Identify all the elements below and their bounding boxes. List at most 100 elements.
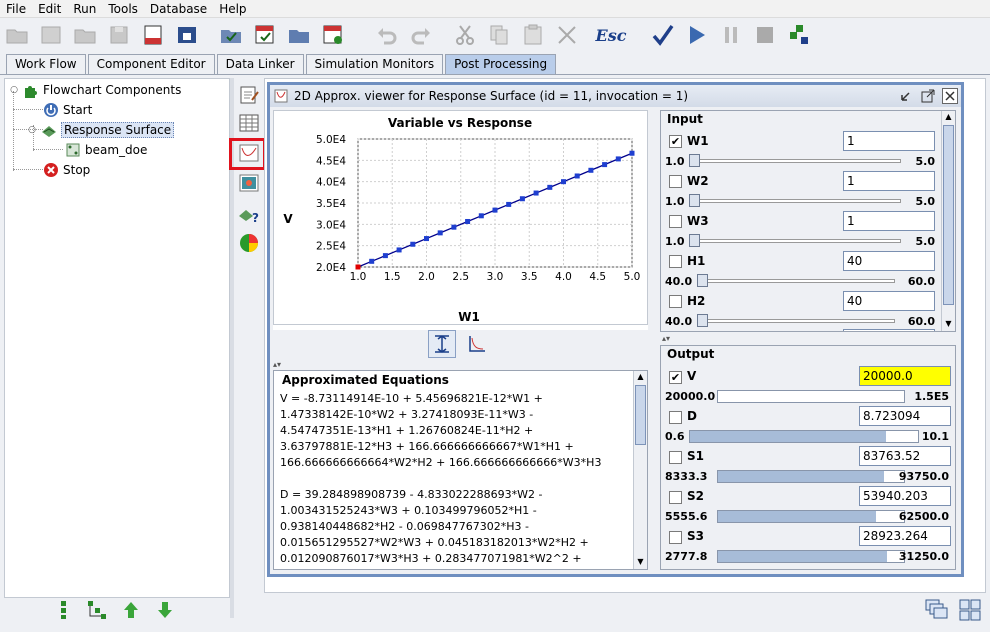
output-checkbox[interactable] bbox=[669, 411, 682, 424]
input-checkbox[interactable]: ✔ bbox=[669, 135, 682, 148]
tree-node-stop[interactable]: Stop bbox=[43, 161, 90, 179]
input-checkbox[interactable] bbox=[669, 255, 682, 268]
surface-plot-icon[interactable] bbox=[236, 170, 262, 196]
scroll-up-icon[interactable]: ▲ bbox=[637, 372, 644, 381]
expand-handle-icon[interactable]: ○ bbox=[28, 125, 36, 135]
equations-scroll-thumb[interactable] bbox=[635, 385, 646, 445]
move-down-icon[interactable] bbox=[154, 598, 176, 622]
move-up-icon[interactable] bbox=[120, 598, 142, 622]
input-slider-thumb[interactable] bbox=[689, 194, 700, 207]
undo-icon[interactable] bbox=[374, 22, 400, 48]
input-value-field[interactable]: 1 bbox=[843, 131, 935, 151]
input-slider-track[interactable] bbox=[691, 199, 901, 203]
scroll-down-icon[interactable]: ▼ bbox=[945, 319, 952, 328]
input-checkbox[interactable] bbox=[669, 215, 682, 228]
input-checkbox[interactable] bbox=[669, 175, 682, 188]
window-title-bar[interactable]: 2D Approx. viewer for Response Surface (… bbox=[270, 85, 961, 107]
splitter-handle[interactable] bbox=[230, 78, 234, 618]
cascade-windows-icon[interactable] bbox=[924, 598, 948, 622]
tree-node-response-surface[interactable]: ○ Response Surface bbox=[27, 121, 175, 139]
output-checkbox[interactable]: ✔ bbox=[669, 371, 682, 384]
tree-node-start[interactable]: Start bbox=[43, 101, 92, 119]
open-check-icon[interactable] bbox=[218, 22, 244, 48]
input-slider-thumb[interactable] bbox=[697, 274, 708, 287]
scroll-down-icon[interactable]: ▼ bbox=[637, 557, 644, 566]
tree-node-root[interactable]: ○ Flowchart Components bbox=[9, 81, 181, 99]
maximize-icon[interactable] bbox=[920, 88, 936, 104]
collapse-arrows-icon[interactable]: ▴▾ bbox=[662, 334, 671, 343]
pause-icon[interactable] bbox=[718, 22, 744, 48]
delete-icon[interactable] bbox=[554, 22, 580, 48]
input-slider-thumb[interactable] bbox=[697, 314, 708, 327]
input-slider-thumb[interactable] bbox=[689, 154, 700, 167]
print-icon[interactable] bbox=[140, 22, 166, 48]
close-icon[interactable] bbox=[942, 88, 958, 104]
input-value-field-partial[interactable] bbox=[843, 329, 935, 331]
input-slider-thumb[interactable] bbox=[689, 234, 700, 247]
input-value-field[interactable]: 40 bbox=[843, 291, 935, 311]
check-icon[interactable] bbox=[650, 22, 676, 48]
menu-edit[interactable]: Edit bbox=[38, 1, 62, 16]
output-checkbox[interactable] bbox=[669, 531, 682, 544]
stop-icon[interactable] bbox=[752, 22, 778, 48]
input-slider-track[interactable] bbox=[691, 239, 901, 243]
copy-icon[interactable] bbox=[486, 22, 512, 48]
collapse-arrows-icon[interactable]: ▴▾ bbox=[273, 360, 282, 369]
table-icon[interactable] bbox=[236, 110, 262, 136]
curve-plot-icon[interactable] bbox=[463, 330, 491, 358]
tab-simulation-monitors[interactable]: Simulation Monitors bbox=[305, 54, 444, 74]
output-value-field[interactable]: 8.723094 bbox=[859, 406, 951, 426]
paste-icon[interactable] bbox=[520, 22, 546, 48]
folder-disabled-icon[interactable] bbox=[72, 22, 98, 48]
tab-data-linker[interactable]: Data Linker bbox=[216, 54, 304, 74]
tree-layout-icon[interactable] bbox=[52, 598, 74, 622]
save-disabled-icon[interactable] bbox=[106, 22, 132, 48]
tab-work-flow[interactable]: Work Flow bbox=[6, 54, 86, 74]
pie-chart-icon[interactable] bbox=[236, 230, 262, 256]
output-value-field[interactable]: 20000.0 bbox=[859, 366, 951, 386]
menu-help[interactable]: Help bbox=[219, 1, 247, 16]
component-run-icon[interactable] bbox=[786, 22, 812, 48]
open-disabled-icon[interactable] bbox=[38, 22, 64, 48]
input-slider-track[interactable] bbox=[699, 279, 895, 283]
menu-run[interactable]: Run bbox=[73, 1, 97, 16]
input-value-field[interactable]: 1 bbox=[843, 171, 935, 191]
output-checkbox[interactable] bbox=[669, 491, 682, 504]
save-puzzle-icon[interactable] bbox=[320, 22, 346, 48]
save-check-icon[interactable] bbox=[252, 22, 278, 48]
fit-axis-icon[interactable] bbox=[428, 330, 456, 358]
menu-file[interactable]: File bbox=[6, 1, 27, 16]
notes-icon[interactable] bbox=[236, 82, 262, 108]
expand-handle-icon[interactable]: ○ bbox=[10, 85, 18, 95]
scroll-up-icon[interactable]: ▲ bbox=[945, 112, 952, 121]
equations-scrollbar[interactable]: ▲ ▼ bbox=[633, 371, 647, 569]
output-value-field[interactable]: 83763.52 bbox=[859, 446, 951, 466]
cut-icon[interactable] bbox=[452, 22, 478, 48]
input-checkbox[interactable] bbox=[669, 295, 682, 308]
new-folder-icon[interactable] bbox=[4, 22, 30, 48]
input-value-field[interactable]: 1 bbox=[843, 211, 935, 231]
input-value-field[interactable]: 40 bbox=[843, 251, 935, 271]
run-icon[interactable] bbox=[684, 22, 710, 48]
tab-component-editor[interactable]: Component Editor bbox=[87, 54, 215, 74]
lock-icon[interactable] bbox=[174, 22, 200, 48]
input-slider-track[interactable] bbox=[691, 159, 901, 163]
output-value-field[interactable]: 28923.264 bbox=[859, 526, 951, 546]
redo-icon[interactable] bbox=[408, 22, 434, 48]
escape-button[interactable]: Esc bbox=[595, 25, 627, 45]
input-scroll-thumb[interactable] bbox=[943, 125, 954, 305]
minimize-icon[interactable] bbox=[898, 88, 914, 104]
tree-hierarchy-icon[interactable] bbox=[86, 598, 108, 622]
output-checkbox[interactable] bbox=[669, 451, 682, 464]
input-scrollbar[interactable]: ▲ ▼ bbox=[941, 111, 955, 331]
folder-icon[interactable] bbox=[286, 22, 312, 48]
input-slider-track[interactable] bbox=[699, 319, 895, 323]
menu-database[interactable]: Database bbox=[149, 1, 208, 16]
tree-node-beam-doe[interactable]: beam_doe bbox=[65, 141, 147, 159]
tile-windows-icon[interactable] bbox=[958, 598, 982, 622]
tab-post-processing[interactable]: Post Processing bbox=[445, 54, 557, 74]
output-value-field[interactable]: 53940.203 bbox=[859, 486, 951, 506]
menu-tools[interactable]: Tools bbox=[108, 1, 138, 16]
help-surface-icon[interactable]: ? bbox=[236, 200, 262, 226]
2d-plot-icon[interactable] bbox=[236, 140, 262, 166]
